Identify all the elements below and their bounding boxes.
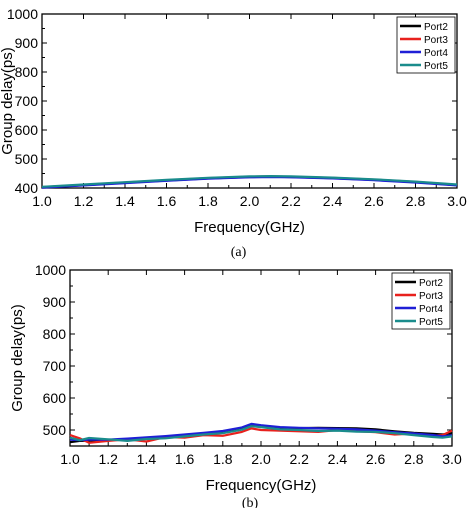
x-axis-label: Frequency(GHz) [206,477,317,494]
chart-panel-1: 1.0 1.2 1.4 1.6 1.8 2.0 2.2 2.4 2.6 2.8 3.0 400 500 6… [0,6,467,260]
x-tick-label: 1.4 [115,193,135,209]
legend-label: Port3 [424,35,448,46]
y-tick-label: 700 [15,93,39,109]
y-axis-label: Group delay(ps) [0,47,16,155]
figure-caption: (a) [231,245,247,260]
x-tick-label: 3.0 [442,451,462,467]
x-tick-label: 1.8 [213,451,233,467]
x-tick-label: 2.4 [323,193,343,209]
x-tick-label: 1.0 [60,451,80,467]
y-tick-label: 1000 [7,6,38,22]
x-tick-label: 1.8 [198,193,218,209]
legend-label: Port3 [419,291,443,302]
y-tick-label: 400 [15,180,39,196]
y-tick-label: 800 [15,64,39,80]
series-line-port5 [69,425,453,442]
y-tick-label: 900 [15,35,39,51]
x-tick-label: 1.4 [137,451,157,467]
x-tick-label: 2.4 [328,451,348,467]
x-tick-label: 2.0 [251,451,271,467]
x-tick-label: 2.8 [406,193,426,209]
y-tick-label: 800 [43,326,67,342]
y-axis-label: Group delay(ps) [9,304,26,412]
chart-panel-2: 1.0 1.2 1.4 1.6 1.8 2.0 2.2 2.4 2.6 2.8 3.0 500 600 7… [9,262,462,508]
series-line-port5 [41,175,458,188]
x-tick-label: 2.2 [289,451,309,467]
legend-label: Port5 [419,317,443,328]
y-tick-label: 1000 [35,262,66,278]
x-tick-label: 2.2 [281,193,301,209]
x-tick-label: 1.6 [175,451,195,467]
x-tick-label: 2.6 [366,451,386,467]
x-tick-label: 1.2 [74,193,94,209]
x-tick-label: 1.0 [32,193,52,209]
y-tick-label: 600 [15,122,39,138]
legend: Port2 Port3 Port4 Port5 [396,16,456,74]
x-tick-label: 1.2 [98,451,118,467]
legend: Port2 Port3 Port4 Port5 [391,272,451,330]
x-tick-label: 1.6 [157,193,177,209]
y-tick-label: 500 [43,422,67,438]
y-tick-label: 900 [43,294,67,310]
legend-label: Port4 [419,304,443,315]
legend-label: Port4 [424,48,448,59]
y-tick-label: 600 [43,390,67,406]
plot-frame [41,13,458,189]
x-tick-label: 2.0 [240,193,260,209]
y-tick-label: 700 [43,358,67,374]
x-tick-label: 3.0 [447,193,467,209]
x-tick-label: 2.8 [404,451,424,467]
legend-label: Port5 [424,61,448,72]
figure-caption: (b) [242,496,259,508]
x-tick-label: 2.6 [364,193,384,209]
x-axis-label: Frequency(GHz) [194,219,305,236]
legend-label: Port2 [419,278,443,289]
y-tick-label: 500 [15,151,39,167]
legend-label: Port2 [424,22,448,33]
